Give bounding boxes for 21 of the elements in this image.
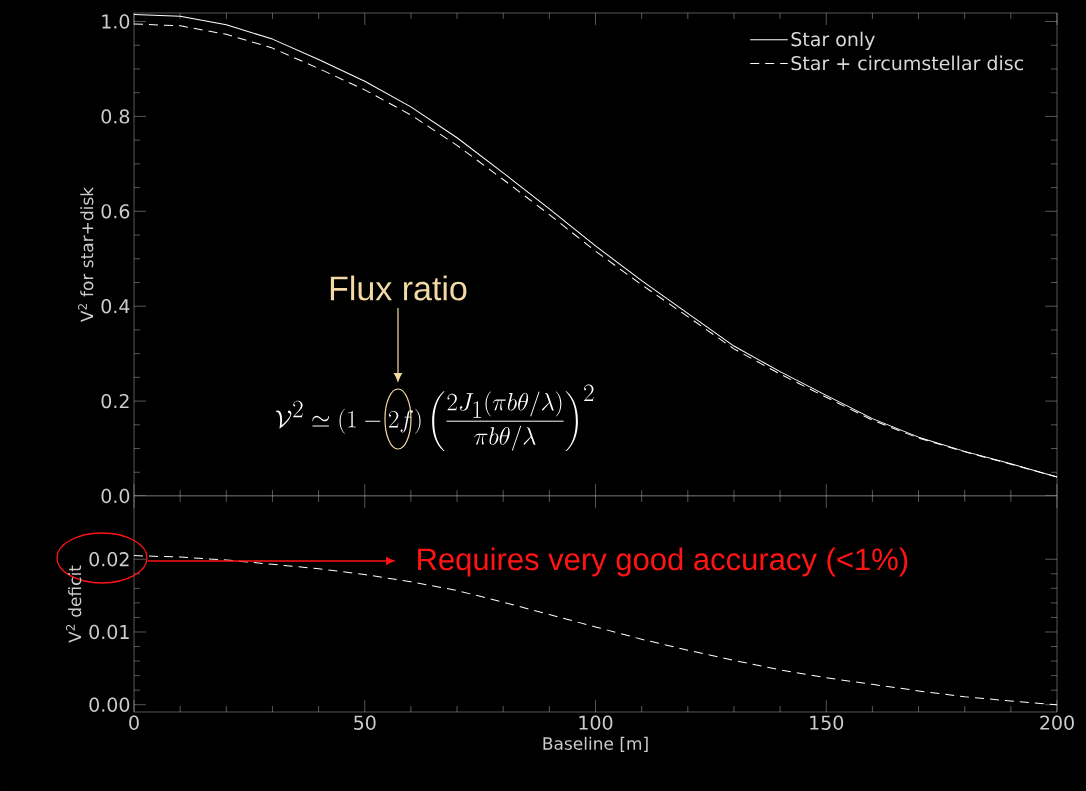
y-tick-label: 0.8 — [101, 109, 130, 124]
annotation: Requires very good accuracy (<1%) — [418, 547, 908, 577]
x-tick-label: 150 — [810, 715, 844, 730]
x-axis-title: Baseline [m] — [543, 736, 648, 752]
y-tick-label: 0.01 — [89, 624, 129, 640]
x-tick-label: 50 — [354, 715, 376, 730]
y-axis-title: V$^{2}$ for star+disk — [78, 186, 94, 322]
x-tick-label: 200 — [1040, 715, 1074, 730]
y-axis-title: V$^{2}$ deficit — [65, 565, 82, 643]
y-tick-label: 0.4 — [101, 299, 130, 314]
y-tick-label: 0.0 — [101, 488, 130, 504]
y-tick-label: 0.6 — [101, 204, 130, 219]
x-tick-label: 0 — [129, 715, 139, 730]
y-tick-label: 0.00 — [89, 697, 130, 712]
legend-label: Star + circumstellar disc — [791, 55, 1023, 71]
y-tick-label: 1.0 — [102, 14, 130, 29]
y-tick-label: 0.02 — [89, 552, 129, 567]
x-tick-label: 100 — [579, 715, 613, 730]
y-tick-label: 0.2 — [101, 393, 129, 409]
legend-label: Star only — [791, 31, 875, 51]
annotation: Flux ratio — [330, 275, 467, 301]
